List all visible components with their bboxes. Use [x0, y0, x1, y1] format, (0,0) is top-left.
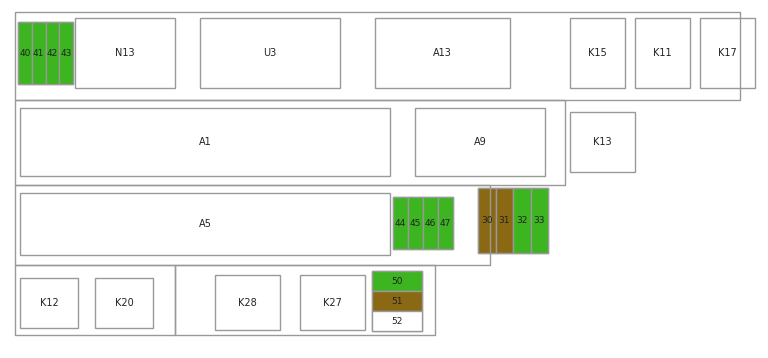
Bar — [423, 197, 438, 249]
Bar — [393, 197, 453, 249]
Text: 50: 50 — [391, 276, 402, 285]
Text: K12: K12 — [40, 298, 58, 308]
Bar — [438, 197, 453, 249]
Text: 41: 41 — [33, 48, 45, 58]
Bar — [59, 22, 73, 84]
Text: 45: 45 — [410, 218, 421, 227]
Text: 40: 40 — [19, 48, 31, 58]
Text: 32: 32 — [516, 216, 528, 225]
Text: 43: 43 — [61, 48, 72, 58]
Text: U3: U3 — [263, 48, 276, 58]
Bar — [570, 112, 635, 172]
Text: 52: 52 — [392, 316, 402, 325]
Bar — [20, 108, 390, 176]
Bar — [45, 22, 59, 84]
Text: A5: A5 — [199, 219, 211, 229]
Bar — [215, 275, 280, 330]
Bar — [372, 311, 422, 331]
Text: 44: 44 — [395, 218, 406, 227]
Text: K11: K11 — [654, 48, 672, 58]
Text: 46: 46 — [425, 218, 436, 227]
Bar — [415, 108, 545, 176]
Text: 47: 47 — [440, 218, 451, 227]
Bar — [20, 193, 390, 255]
Bar — [75, 18, 175, 88]
Text: 42: 42 — [47, 48, 58, 58]
Bar — [18, 22, 31, 84]
Bar — [495, 188, 513, 253]
Bar — [513, 188, 531, 253]
Text: 51: 51 — [391, 296, 402, 305]
Text: K27: K27 — [323, 297, 342, 308]
Text: A13: A13 — [433, 48, 452, 58]
Text: N13: N13 — [115, 48, 135, 58]
Bar — [372, 271, 422, 331]
Bar — [478, 188, 548, 253]
Bar — [372, 291, 422, 311]
Bar — [18, 22, 73, 84]
Text: K15: K15 — [588, 48, 607, 58]
Bar — [200, 18, 340, 88]
Bar — [95, 278, 153, 328]
Text: 33: 33 — [534, 216, 545, 225]
Text: A9: A9 — [474, 137, 486, 147]
Bar — [31, 22, 45, 84]
Bar — [570, 18, 625, 88]
Bar — [635, 18, 690, 88]
Bar — [372, 271, 422, 291]
Bar — [300, 275, 365, 330]
Bar — [531, 188, 548, 253]
Text: 30: 30 — [481, 216, 492, 225]
Bar — [393, 197, 408, 249]
Text: K28: K28 — [238, 297, 257, 308]
Text: K20: K20 — [114, 298, 134, 308]
Bar — [700, 18, 755, 88]
Text: 31: 31 — [498, 216, 510, 225]
Text: K13: K13 — [593, 137, 612, 147]
Bar — [408, 197, 423, 249]
Bar — [20, 278, 78, 328]
Text: A1: A1 — [199, 137, 211, 147]
Bar — [478, 188, 495, 253]
Text: K17: K17 — [718, 48, 737, 58]
Bar — [375, 18, 510, 88]
